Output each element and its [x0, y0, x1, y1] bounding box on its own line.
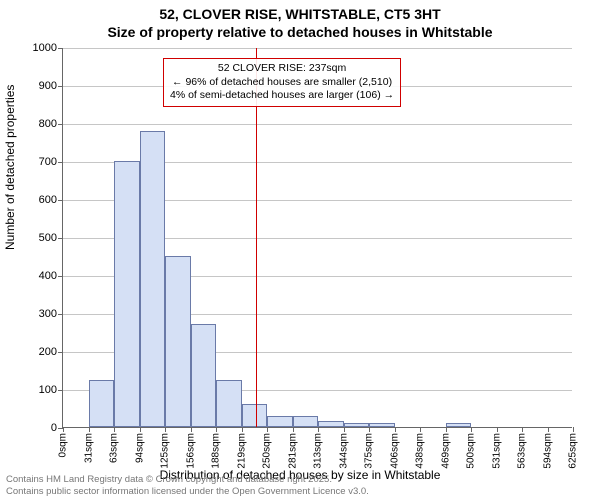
xtick-mark	[267, 427, 268, 432]
ytick-label: 100	[39, 384, 63, 396]
xtick-mark	[114, 427, 115, 432]
xtick-mark	[242, 427, 243, 432]
xtick-label: 0sqm	[58, 433, 69, 457]
xtick-label: 594sqm	[542, 433, 553, 469]
histogram-bar	[140, 131, 166, 427]
chart-container: 52, CLOVER RISE, WHITSTABLE, CT5 3HT Siz…	[0, 0, 600, 500]
xtick-label: 94sqm	[134, 433, 145, 463]
xtick-label: 313sqm	[313, 433, 324, 469]
footer-line-2: Contains public sector information licen…	[6, 486, 369, 498]
xtick-mark	[548, 427, 549, 432]
ytick-label: 600	[39, 194, 63, 206]
histogram-bar	[114, 161, 140, 427]
title-line-2: Size of property relative to detached ho…	[0, 24, 600, 42]
xtick-mark	[293, 427, 294, 432]
title-line-1: 52, CLOVER RISE, WHITSTABLE, CT5 3HT	[0, 6, 600, 24]
annotation-box: 52 CLOVER RISE: 237sqm← 96% of detached …	[163, 58, 401, 107]
xtick-mark	[420, 427, 421, 432]
xtick-label: 281sqm	[287, 433, 298, 469]
xtick-mark	[89, 427, 90, 432]
xtick-label: 31sqm	[83, 433, 94, 463]
xtick-mark	[165, 427, 166, 432]
xtick-label: 500sqm	[466, 433, 477, 469]
xtick-mark	[497, 427, 498, 432]
xtick-mark	[140, 427, 141, 432]
xtick-mark	[191, 427, 192, 432]
xtick-mark	[522, 427, 523, 432]
xtick-label: 563sqm	[517, 433, 528, 469]
xtick-label: 438sqm	[415, 433, 426, 469]
xtick-label: 469sqm	[440, 433, 451, 469]
xtick-mark	[446, 427, 447, 432]
ytick-label: 500	[39, 232, 63, 244]
histogram-bar	[267, 416, 293, 427]
histogram-bar	[89, 380, 115, 428]
xtick-label: 156sqm	[185, 433, 196, 469]
xtick-label: 531sqm	[491, 433, 502, 469]
histogram-bar	[293, 416, 319, 427]
xtick-label: 375sqm	[364, 433, 375, 469]
gridline-h	[63, 124, 572, 125]
histogram-bar	[216, 380, 242, 428]
histogram-bar	[344, 423, 370, 427]
ytick-label: 900	[39, 80, 63, 92]
ytick-label: 700	[39, 156, 63, 168]
ytick-label: 400	[39, 270, 63, 282]
xtick-mark	[395, 427, 396, 432]
xtick-mark	[318, 427, 319, 432]
xtick-label: 406sqm	[389, 433, 400, 469]
xtick-label: 188sqm	[211, 433, 222, 469]
plot-area: 010020030040050060070080090010000sqm31sq…	[62, 48, 572, 428]
annotation-line: 4% of semi-detached houses are larger (1…	[170, 89, 394, 103]
histogram-bar	[191, 324, 217, 427]
xtick-mark	[369, 427, 370, 432]
ytick-label: 300	[39, 308, 63, 320]
histogram-bar	[369, 423, 395, 427]
annotation-line: 52 CLOVER RISE: 237sqm	[170, 62, 394, 76]
ytick-label: 1000	[33, 42, 63, 54]
title-block: 52, CLOVER RISE, WHITSTABLE, CT5 3HT Siz…	[0, 0, 600, 41]
xtick-mark	[63, 427, 64, 432]
xtick-label: 219sqm	[236, 433, 247, 469]
y-axis-label: Number of detached properties	[3, 85, 17, 250]
xtick-mark	[216, 427, 217, 432]
histogram-bar	[165, 256, 191, 427]
footer-line-1: Contains HM Land Registry data © Crown c…	[6, 474, 369, 486]
xtick-label: 125sqm	[160, 433, 171, 469]
xtick-label: 344sqm	[338, 433, 349, 469]
xtick-label: 63sqm	[109, 433, 120, 463]
xtick-label: 625sqm	[568, 433, 579, 469]
gridline-h	[63, 48, 572, 49]
histogram-bar	[446, 423, 472, 427]
histogram-bar	[318, 421, 344, 427]
xtick-mark	[344, 427, 345, 432]
ytick-label: 200	[39, 346, 63, 358]
ytick-label: 800	[39, 118, 63, 130]
histogram-bar	[242, 404, 268, 427]
footer-attribution: Contains HM Land Registry data © Crown c…	[6, 474, 369, 498]
xtick-label: 250sqm	[262, 433, 273, 469]
xtick-mark	[471, 427, 472, 432]
annotation-line: ← 96% of detached houses are smaller (2,…	[170, 76, 394, 90]
xtick-mark	[573, 427, 574, 432]
